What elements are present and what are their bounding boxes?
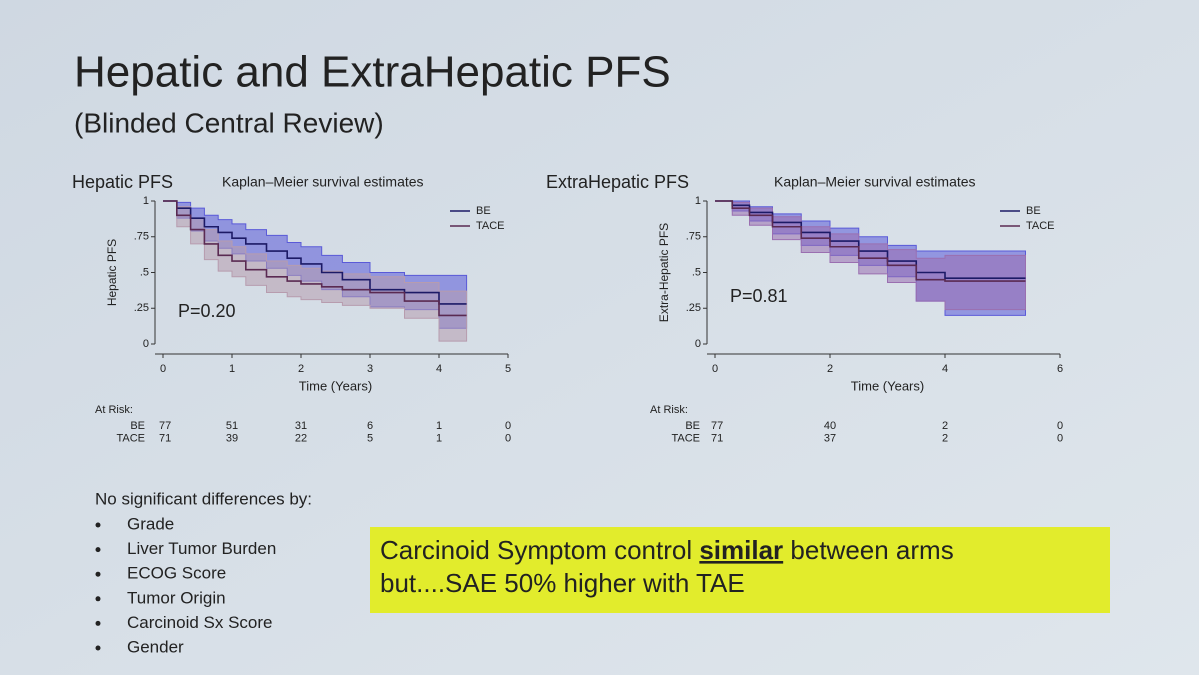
x-tick-label: 1: [229, 363, 235, 375]
callout-line: Carcinoid Symptom control similar betwee…: [380, 535, 954, 565]
at-risk-count: 6: [367, 420, 373, 432]
note-item: Liver Tumor Burden: [127, 539, 276, 558]
at-risk-count: 77: [711, 420, 723, 432]
slide-subtitle: (Blinded Central Review): [74, 107, 384, 138]
at-risk-count: 5: [367, 432, 373, 444]
y-tick-label: 0: [143, 338, 149, 350]
bullet: [95, 645, 101, 651]
y-tick-label: .75: [134, 231, 149, 243]
note-item: Carcinoid Sx Score: [127, 613, 273, 632]
legend-label: BE: [1026, 205, 1041, 217]
legend-label: TACE: [1026, 220, 1055, 232]
callout-box: [370, 527, 1110, 613]
at-risk-group: BE: [130, 420, 145, 432]
y-tick-label: .5: [692, 266, 701, 278]
callout-text: Carcinoid Symptom control: [380, 535, 699, 565]
at-risk-count: 71: [159, 432, 171, 444]
at-risk-count: 0: [1057, 420, 1063, 432]
confidence-band: [715, 200, 1026, 311]
at-risk-label: At Risk:: [650, 404, 688, 416]
y-tick-label: .25: [686, 302, 701, 314]
callout-text: between arms: [783, 535, 954, 565]
p-value: P=0.20: [178, 301, 236, 321]
at-risk-count: 0: [505, 420, 511, 432]
p-value: P=0.81: [730, 286, 788, 306]
x-tick-label: 0: [712, 363, 718, 375]
chart-title: Kaplan–Meier survival estimates: [774, 174, 976, 190]
callout-line: but....SAE 50% higher with TAE: [380, 568, 745, 598]
at-risk-count: 51: [226, 420, 238, 432]
at-risk-count: 71: [711, 432, 723, 444]
note-item: Grade: [127, 514, 174, 533]
note-item: ECOG Score: [127, 564, 226, 583]
at-risk-count: 2: [942, 432, 948, 444]
chart-heading: Hepatic PFS: [72, 172, 173, 192]
chart-heading: ExtraHepatic PFS: [546, 172, 689, 192]
at-risk-count: 1: [436, 420, 442, 432]
at-risk-count: 22: [295, 432, 307, 444]
bullet: [95, 571, 101, 577]
y-axis-label: Extra-Hepatic PFS: [657, 223, 671, 322]
at-risk-count: 1: [436, 432, 442, 444]
at-risk-count: 0: [1057, 432, 1063, 444]
callout-emphasis: similar: [699, 535, 783, 565]
note-item: Gender: [127, 637, 184, 656]
notes-heading: No significant differences by:: [95, 489, 312, 508]
bullet: [95, 596, 101, 602]
y-tick-label: .75: [686, 231, 701, 243]
at-risk-count: 0: [505, 432, 511, 444]
slide-title: Hepatic and ExtraHepatic PFS: [74, 48, 671, 97]
at-risk-count: 77: [159, 420, 171, 432]
x-tick-label: 6: [1057, 363, 1063, 375]
x-tick-label: 4: [942, 363, 948, 375]
x-axis-label: Time (Years): [851, 378, 924, 393]
x-tick-label: 2: [827, 363, 833, 375]
legend-label: TACE: [476, 220, 505, 232]
y-tick-label: 0: [695, 338, 701, 350]
bullet: [95, 522, 101, 528]
bullet: [95, 547, 101, 553]
survival-line: [163, 200, 467, 317]
x-tick-label: 3: [367, 363, 373, 375]
y-tick-label: 1: [143, 195, 149, 207]
x-tick-label: 4: [436, 363, 442, 375]
at-risk-label: At Risk:: [95, 404, 133, 416]
at-risk-count: 37: [824, 432, 836, 444]
y-tick-label: .25: [134, 302, 149, 314]
chart-title: Kaplan–Meier survival estimates: [222, 174, 424, 190]
x-tick-label: 5: [505, 363, 511, 375]
at-risk-count: 2: [942, 420, 948, 432]
note-item: Tumor Origin: [127, 588, 226, 607]
x-axis-label: Time (Years): [299, 378, 372, 393]
survival-line: [715, 200, 1026, 282]
at-risk-count: 39: [226, 432, 238, 444]
x-tick-label: 2: [298, 363, 304, 375]
y-axis-label: Hepatic PFS: [105, 239, 119, 306]
x-tick-label: 0: [160, 363, 166, 375]
at-risk-count: 31: [295, 420, 307, 432]
y-tick-label: 1: [695, 195, 701, 207]
at-risk-group: TACE: [116, 432, 145, 444]
at-risk-group: TACE: [671, 432, 700, 444]
at-risk-group: BE: [685, 420, 700, 432]
survival-line: [163, 200, 467, 305]
bullet: [95, 620, 101, 626]
at-risk-count: 40: [824, 420, 836, 432]
y-tick-label: .5: [140, 266, 149, 278]
legend-label: BE: [476, 205, 491, 217]
